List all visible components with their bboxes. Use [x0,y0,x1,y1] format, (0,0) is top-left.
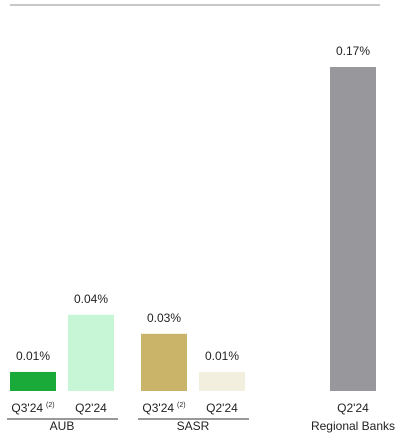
group-label: SASR [177,419,210,433]
value-label: 0.04% [74,292,108,306]
value-label: 0.17% [336,44,370,58]
value-label: 0.01% [16,349,50,363]
x-tick-label: Q2'24 [337,401,369,415]
bar [199,371,245,391]
footnote-marker: (2) [177,402,186,409]
x-tick-label: Q3'24 (2) [142,401,185,415]
bar [330,67,376,391]
category-label: Q2'24 [75,401,107,415]
x-tick-label: Q3'24 (2) [11,401,54,415]
category-label: Q3'24 [11,401,43,415]
category-label: Q2'24 [206,401,238,415]
x-tick-label: Q2'24 [206,401,238,415]
value-label: 0.01% [205,349,239,363]
bar [141,333,187,391]
bar [68,314,114,391]
bar [10,371,56,391]
category-label: Q3'24 [142,401,174,415]
group-label: Regional Banks [311,419,395,433]
footnote-marker: (2) [46,402,55,409]
category-label: Q2'24 [337,401,369,415]
group-label: AUB [50,419,75,433]
x-tick-label: Q2'24 [75,401,107,415]
value-label: 0.03% [147,311,181,325]
